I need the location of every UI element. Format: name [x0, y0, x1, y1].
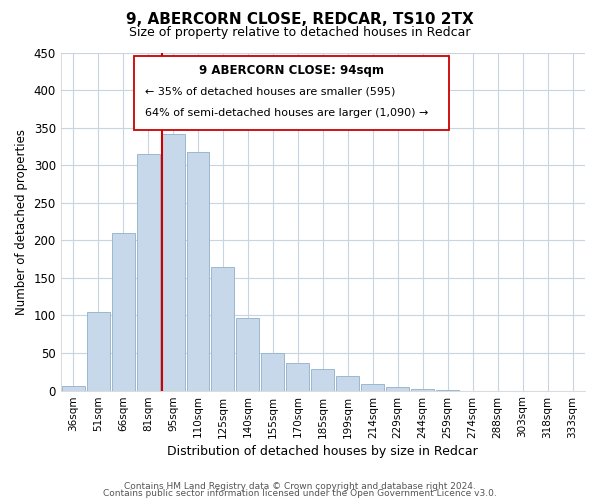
- Bar: [236, 318, 259, 390]
- X-axis label: Distribution of detached houses by size in Redcar: Distribution of detached houses by size …: [167, 444, 478, 458]
- Text: ← 35% of detached houses are smaller (595): ← 35% of detached houses are smaller (59…: [145, 86, 395, 97]
- Bar: [286, 363, 310, 390]
- Text: Contains HM Land Registry data © Crown copyright and database right 2024.: Contains HM Land Registry data © Crown c…: [124, 482, 476, 491]
- Bar: [411, 389, 434, 390]
- Text: 9, ABERCORN CLOSE, REDCAR, TS10 2TX: 9, ABERCORN CLOSE, REDCAR, TS10 2TX: [126, 12, 474, 28]
- Bar: [386, 387, 409, 390]
- Bar: [211, 266, 235, 390]
- Bar: [337, 376, 359, 390]
- Text: Size of property relative to detached houses in Redcar: Size of property relative to detached ho…: [129, 26, 471, 39]
- Bar: [361, 384, 384, 390]
- FancyBboxPatch shape: [134, 56, 449, 130]
- Bar: [187, 152, 209, 390]
- Bar: [311, 369, 334, 390]
- Text: Contains public sector information licensed under the Open Government Licence v3: Contains public sector information licen…: [103, 490, 497, 498]
- Bar: [86, 312, 110, 390]
- Bar: [137, 154, 160, 390]
- Text: 9 ABERCORN CLOSE: 94sqm: 9 ABERCORN CLOSE: 94sqm: [199, 64, 384, 78]
- Bar: [62, 386, 85, 390]
- Bar: [112, 233, 134, 390]
- Y-axis label: Number of detached properties: Number of detached properties: [15, 128, 28, 314]
- Bar: [262, 353, 284, 391]
- Text: 64% of semi-detached houses are larger (1,090) →: 64% of semi-detached houses are larger (…: [145, 108, 428, 118]
- Bar: [161, 134, 185, 390]
